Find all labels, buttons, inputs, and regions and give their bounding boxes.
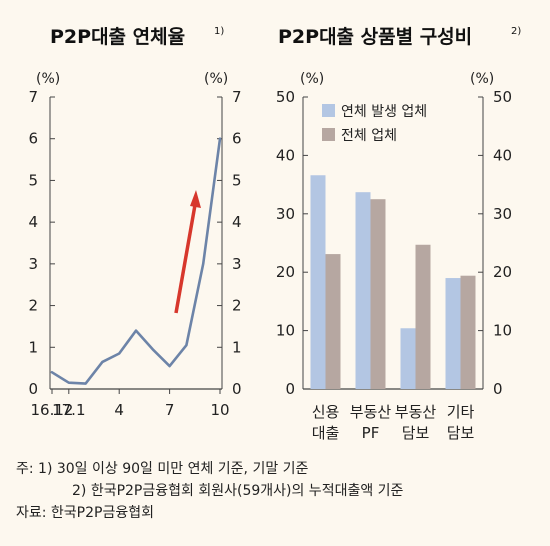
bar-delinquent-firms [400,328,416,389]
right-chart-ytick-label: 10 [276,322,295,340]
legend-label-series-b: 전체 업체 [341,128,397,144]
right-chart-unit-right: (%) [470,71,494,87]
left-chart-ytick-label: 2 [28,297,38,315]
right-chart-ytick-label-right: 20 [493,263,512,281]
right-chart-ytick-label-right: 0 [493,380,503,398]
bar-all-firms [325,254,341,389]
bar-delinquent-firms [355,192,371,389]
left-chart-ytick-label: 4 [28,213,38,231]
left-chart-ytick-label: 3 [28,255,38,273]
right-chart-ytick-label-right: 40 [493,146,512,164]
left-chart-unit-left: (%) [36,71,60,87]
left-chart-xtick-label: 10 [210,401,229,419]
left-chart-ytick-label-right: 2 [232,297,242,315]
bar-delinquent-firms [445,278,461,389]
category-label-line2: 담보 [447,424,475,442]
left-chart-title: P2P대출 연체율 [50,26,185,48]
left-chart-ytick-label-right: 7 [232,88,242,106]
bar-all-firms [460,275,476,389]
right-chart-ytick-label: 20 [276,263,295,281]
left-chart-ytick-label: 6 [28,130,38,148]
left-chart-ytick-label-right: 0 [232,380,242,398]
footnote-2: 2) 한국P2P금융협회 회원사(59개사)의 누적대출액 기준 [72,483,404,499]
category-label-line1: 부동산 [395,403,437,421]
left-chart-xtick-label: 7 [165,401,175,419]
bar-all-firms [370,199,386,389]
left-chart-xtick-label: 17.1 [52,401,85,419]
category-label-line2: PF [362,424,380,442]
right-chart-ytick-label-right: 50 [493,88,512,106]
category-label-line1: 부동산 [350,403,392,421]
delinquency-rate-line [50,137,222,385]
legend-swatch-series-a [322,104,335,117]
left-chart-xtick-label: 4 [114,401,124,419]
footnote-1: 주: 1) 30일 이상 90일 미만 연체 기준, 기말 기준 [16,461,309,477]
right-chart-ytick-label-right: 30 [493,205,512,223]
right-chart-ytick-label-right: 10 [493,322,512,340]
right-chart-unit-left: (%) [300,71,324,87]
category-label-line2: 대출 [312,424,340,442]
category-label-line1: 기타 [447,403,475,421]
right-chart-ytick-label: 30 [276,205,295,223]
left-chart-ytick-label: 7 [28,88,38,106]
left-chart-ytick-label-right: 3 [232,255,242,273]
right-chart-title: P2P대출 상품별 구성비 [278,26,472,48]
left-chart-xtick-label: 16.12 [31,401,74,419]
left-chart-title-footnote: 1) [214,26,224,37]
left-chart-ytick-label-right: 1 [232,338,242,356]
left-chart-ytick-label: 5 [28,171,38,189]
right-chart-ytick-label: 50 [276,88,295,106]
left-chart-ytick-label-right: 5 [232,171,242,189]
trend-arrow-head [190,190,201,208]
bar-all-firms [415,244,431,389]
right-chart-ytick-label: 40 [276,146,295,164]
source-note: 자료: 한국P2P금융협회 [16,505,154,521]
footnotes: 주: 1) 30일 이상 90일 미만 연체 기준, 기말 기준 2) 한국P2… [16,458,403,524]
left-chart-ytick-label-right: 6 [232,130,242,148]
trend-arrow-shaft [174,204,197,314]
left-chart-ytick-label-right: 4 [232,213,242,231]
bar-delinquent-firms [310,175,326,389]
left-chart-ytick-label: 1 [28,338,38,356]
legend-swatch-series-b [322,128,335,141]
category-label-line2: 담보 [402,424,430,442]
legend-label-series-a: 연체 발생 업체 [341,104,427,120]
left-chart-unit-right: (%) [204,71,228,87]
left-chart-ytick-label: 0 [28,380,38,398]
right-chart-title-footnote: 2) [511,26,521,37]
category-label-line1: 신용 [312,403,340,421]
right-chart-ytick-label: 0 [285,380,295,398]
